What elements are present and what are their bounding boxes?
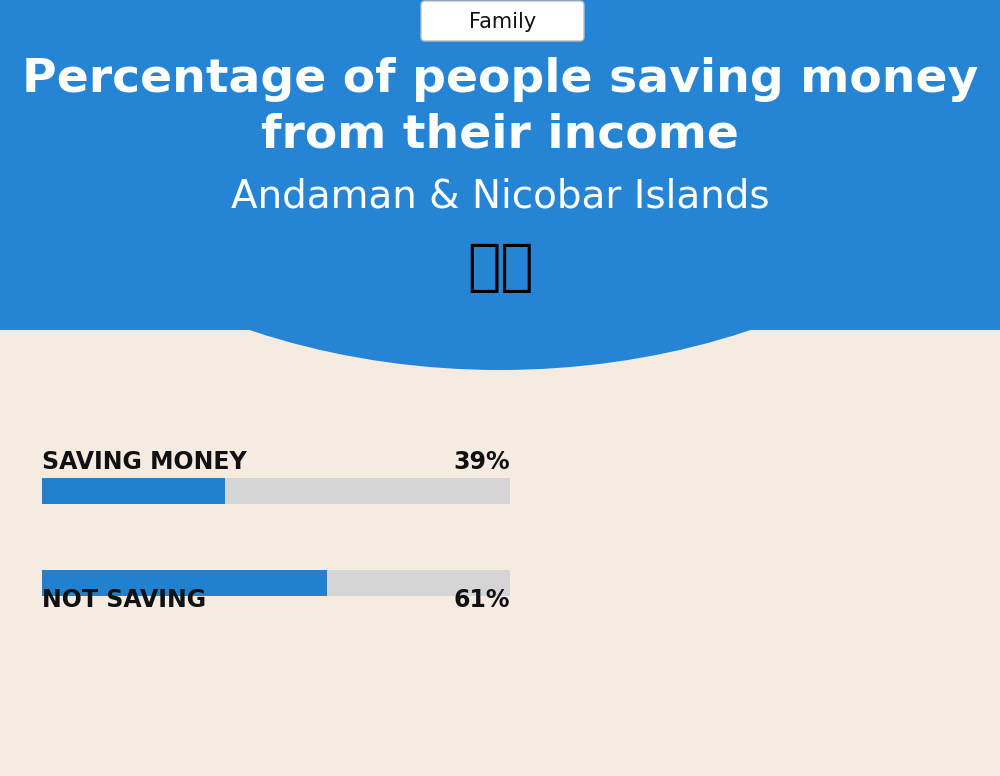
FancyBboxPatch shape	[421, 1, 584, 41]
Text: 39%: 39%	[453, 450, 510, 474]
Text: 61%: 61%	[454, 588, 510, 612]
Ellipse shape	[0, 0, 1000, 370]
Text: Family: Family	[469, 12, 536, 32]
Text: from their income: from their income	[261, 113, 739, 158]
Bar	[42, 478, 510, 504]
Text: Percentage of people saving money: Percentage of people saving money	[22, 57, 978, 102]
Bar	[42, 570, 327, 596]
Text: SAVING MONEY: SAVING MONEY	[42, 450, 247, 474]
Bar	[42, 570, 510, 596]
Bar	[0, 390, 1000, 776]
Text: NOT SAVING: NOT SAVING	[42, 588, 206, 612]
Bar	[42, 478, 225, 504]
Text: 🇮🇳: 🇮🇳	[467, 241, 533, 295]
Text: Andaman & Nicobar Islands: Andaman & Nicobar Islands	[231, 177, 769, 215]
Bar	[0, 0, 1000, 330]
